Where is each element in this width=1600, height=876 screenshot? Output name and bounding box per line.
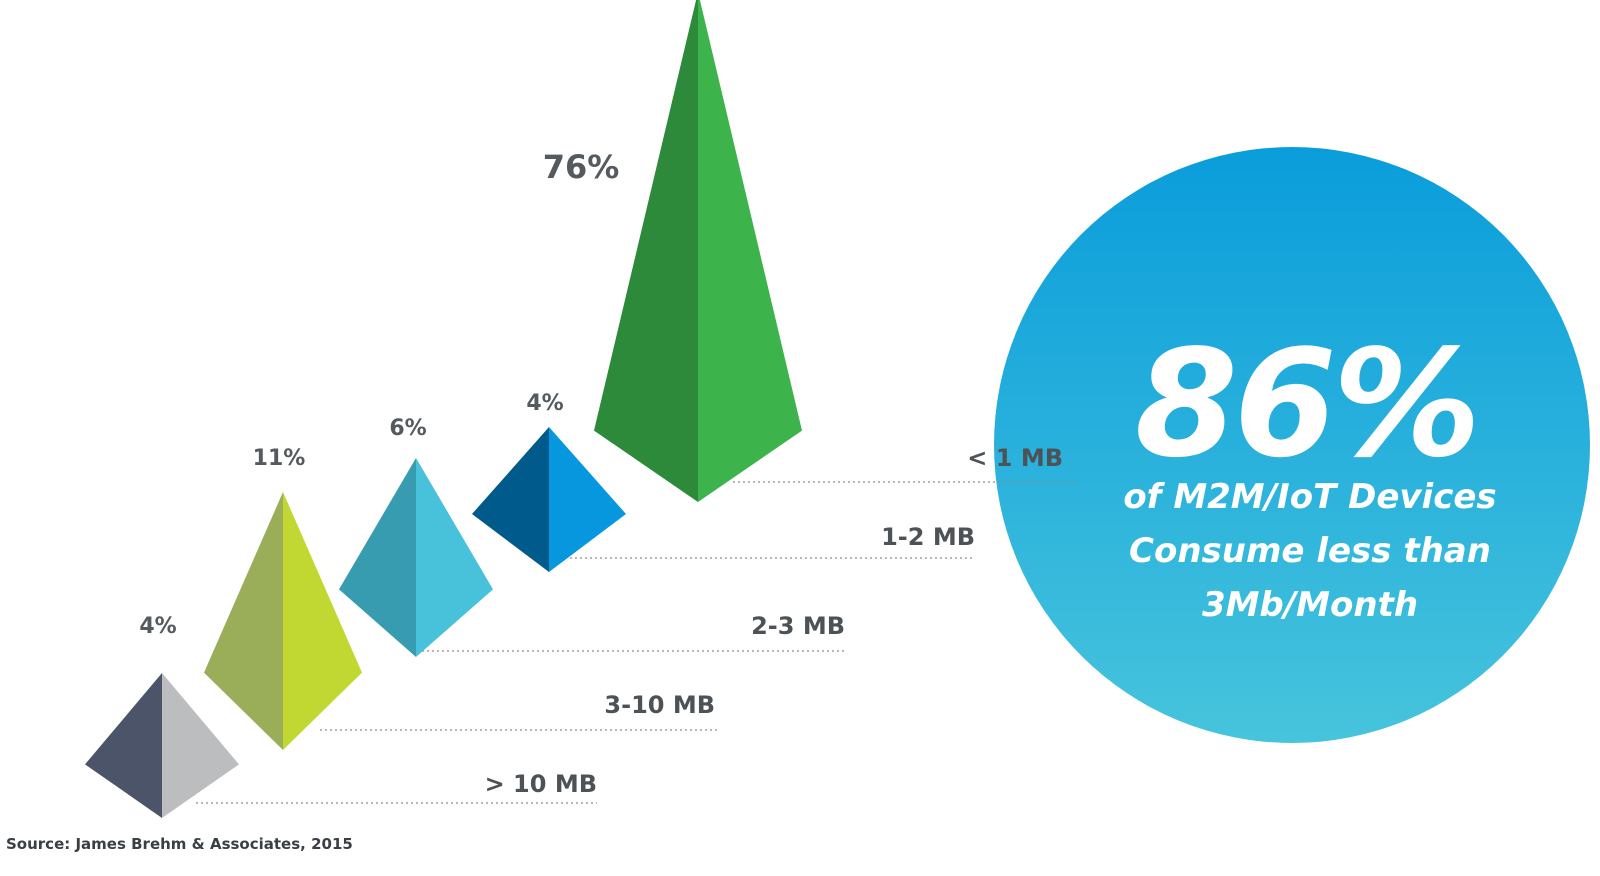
pyramid-2-right-face — [416, 458, 493, 657]
callout-line-1: of M2M/IoT Devices — [1123, 477, 1496, 517]
pyramid-1-left-face — [204, 492, 283, 750]
value-label-1: 11% — [253, 446, 306, 471]
pyramid-4-right-face — [698, 0, 802, 502]
callout-line-2: Consume less than — [1129, 531, 1491, 571]
leader-lines — [196, 481, 1078, 804]
pyramid-4-left-face — [594, 0, 698, 502]
pyramid-0-right-face — [162, 673, 239, 818]
callout-line-3: 3Mb/Month — [1202, 585, 1418, 625]
value-label-3: 4% — [526, 391, 563, 416]
category-label-4: < 1 MB — [967, 444, 1063, 472]
callout-percent: 86% — [1135, 318, 1477, 490]
pyramid-1-right-face — [283, 492, 362, 750]
value-label-2: 6% — [389, 416, 426, 441]
callout-circle — [994, 147, 1590, 743]
category-label-1: 3-10 MB — [604, 691, 715, 719]
value-label-0: 4% — [139, 614, 176, 639]
value-label-4: 76% — [543, 148, 620, 186]
source-note: Source: James Brehm & Associates, 2015 — [6, 835, 353, 853]
category-label-2: 2-3 MB — [751, 612, 845, 640]
pyramid-0-left-face — [85, 673, 162, 818]
pyramid-2-left-face — [339, 458, 416, 657]
pyramid-3-right-face — [549, 427, 626, 572]
category-label-3: 1-2 MB — [881, 523, 975, 551]
pyramid-marks — [85, 0, 802, 818]
pyramid-3-left-face — [472, 427, 549, 572]
category-label-0: > 10 MB — [485, 770, 597, 798]
